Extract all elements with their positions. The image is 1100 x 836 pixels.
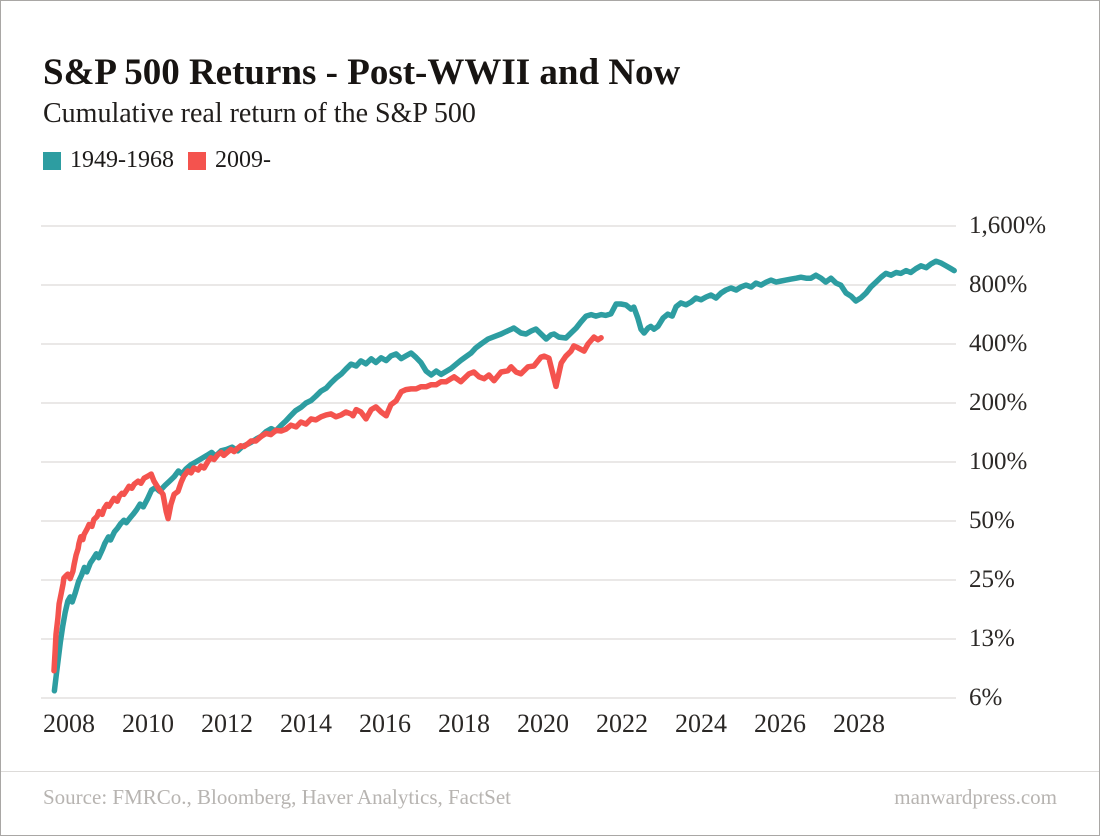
site-credit: manwardpress.com xyxy=(894,785,1057,809)
footer: Source: FMRCo., Bloomberg, Haver Analyti… xyxy=(1,771,1099,835)
legend: 1949-1968 2009- xyxy=(43,147,271,174)
series-line-2009- xyxy=(51,334,604,674)
x-tick-label: 2008 xyxy=(43,709,95,738)
y-tick-label: 200% xyxy=(969,389,1028,416)
y-tick-label: 400% xyxy=(969,330,1028,357)
y-tick-label: 13% xyxy=(969,625,1015,652)
y-tick-label: 1,600% xyxy=(969,212,1047,239)
x-tick-label: 2024 xyxy=(675,709,727,738)
legend-swatch-red xyxy=(188,151,206,170)
x-tick-label: 2020 xyxy=(517,709,569,738)
y-tick-label: 800% xyxy=(969,271,1028,298)
legend-label-2009: 2009- xyxy=(215,147,271,173)
legend-item-2009: 2009- xyxy=(188,147,271,174)
x-tick-label: 2026 xyxy=(754,709,806,738)
y-tick-label: 25% xyxy=(969,566,1015,593)
x-tick-label: 2014 xyxy=(280,709,332,738)
legend-label-1949-1968: 1949-1968 xyxy=(70,147,174,173)
x-tick-label: 2028 xyxy=(833,709,885,738)
legend-item-1949-1968: 1949-1968 xyxy=(43,147,174,174)
y-tick-label: 100% xyxy=(969,448,1028,475)
x-tick-label: 2010 xyxy=(122,709,174,738)
y-tick-label: 50% xyxy=(969,507,1015,534)
chart-subtitle: Cumulative real return of the S&P 500 xyxy=(43,98,476,129)
series-line-1949-1968 xyxy=(51,258,957,694)
x-tick-label: 2016 xyxy=(359,709,411,738)
chart-title: S&P 500 Returns - Post-WWII and Now xyxy=(43,52,681,93)
y-tick-label: 6% xyxy=(969,684,1003,711)
source-note: Source: FMRCo., Bloomberg, Haver Analyti… xyxy=(43,785,511,809)
legend-swatch-teal xyxy=(43,151,61,170)
x-tick-label: 2012 xyxy=(201,709,253,738)
x-tick-label: 2018 xyxy=(438,709,490,738)
x-tick-label: 2022 xyxy=(596,709,648,738)
